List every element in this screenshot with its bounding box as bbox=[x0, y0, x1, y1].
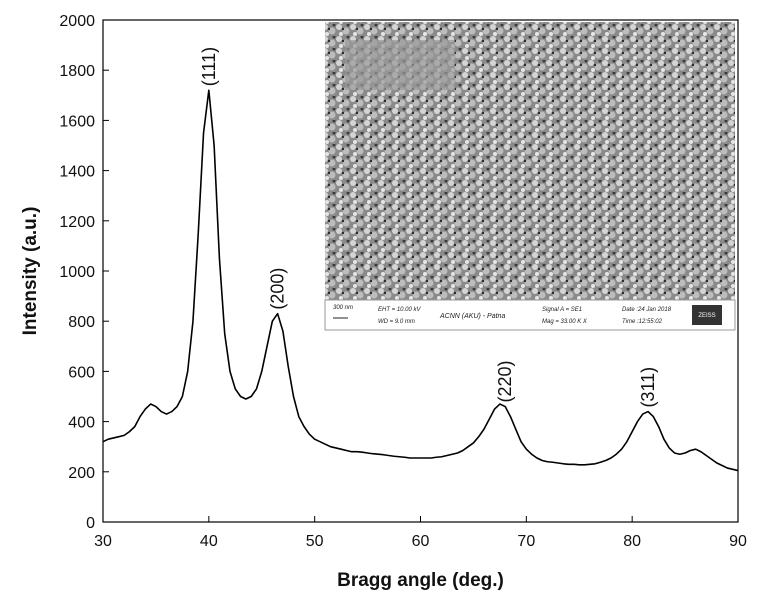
info-text: WD = 9.0 mm bbox=[378, 319, 415, 325]
peak-label: (111) bbox=[199, 47, 219, 86]
info-bar bbox=[324, 299, 736, 331]
y-tick-label: 1800 bbox=[59, 63, 95, 80]
peak-label: (220) bbox=[495, 361, 515, 403]
y-tick-label: 600 bbox=[68, 364, 95, 381]
info-text: ACNN (AKU) - Patna bbox=[439, 313, 505, 320]
info-text: Date :24 Jan 2018 bbox=[622, 307, 672, 313]
logo: ZEISS bbox=[698, 313, 715, 319]
y-tick-label: 800 bbox=[68, 314, 95, 331]
y-tick-label: 1600 bbox=[59, 113, 95, 130]
x-tick-label: 90 bbox=[729, 533, 747, 550]
info-text: EHT = 10.00 kV bbox=[378, 307, 422, 313]
scale-text: 300 nm bbox=[333, 305, 353, 311]
logo-box bbox=[692, 305, 722, 325]
sem-flake bbox=[345, 40, 455, 90]
info-text: Signal A = SE1 bbox=[542, 307, 582, 313]
y-tick-label: 200 bbox=[68, 465, 95, 482]
info-text: Time :12:55:02 bbox=[622, 319, 663, 325]
y-tick-label: 2000 bbox=[59, 13, 95, 30]
x-tick-label: 70 bbox=[517, 533, 535, 550]
y-tick-label: 400 bbox=[68, 415, 95, 432]
x-tick-label: 80 bbox=[623, 533, 641, 550]
x-tick-label: 30 bbox=[94, 533, 112, 550]
info-text: Mag = 33.00 K X bbox=[542, 319, 588, 325]
data-line bbox=[102, 89, 739, 472]
y-axis-title: Intensity (a.u.) bbox=[20, 207, 41, 336]
y-tick-label: 0 bbox=[86, 515, 95, 532]
sem-inset: 300 nm EHT = 10.00 kV WD = 9.0 mm ACNN (… bbox=[324, 22, 736, 331]
x-axis-title: Bragg angle (deg.) bbox=[337, 570, 504, 591]
y-tick-label: 1000 bbox=[59, 264, 95, 281]
x-tick-label: 60 bbox=[412, 533, 430, 550]
x-tick-label: 40 bbox=[200, 533, 218, 550]
peak-label: (311) bbox=[638, 367, 658, 408]
peak-label: (200) bbox=[268, 268, 288, 310]
y-tick-label: 1400 bbox=[59, 164, 95, 181]
y-tick-label: 1200 bbox=[59, 214, 95, 231]
x-tick-label: 50 bbox=[306, 533, 324, 550]
